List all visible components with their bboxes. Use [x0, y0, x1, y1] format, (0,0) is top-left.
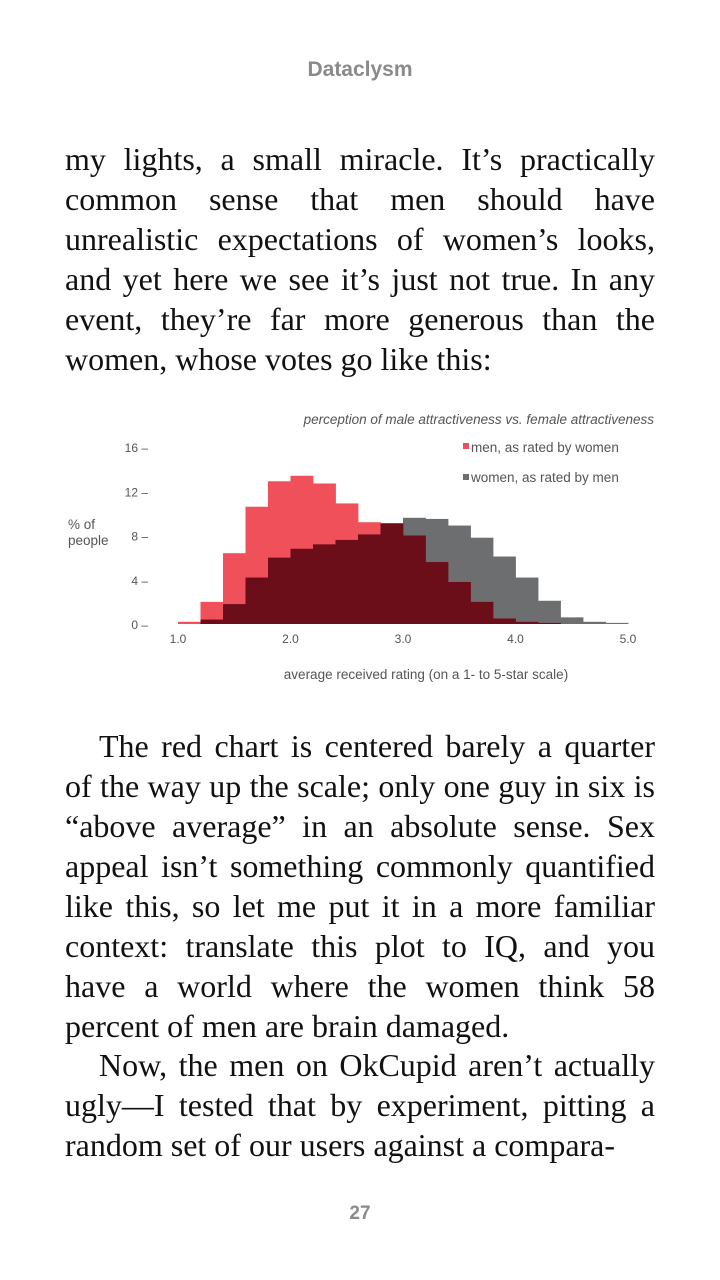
bar-overlap — [380, 523, 404, 624]
bar-women — [583, 621, 606, 624]
x-tick-label: 2.0 — [282, 632, 299, 646]
paragraph-3: Now, the men on OkCupid aren’t actually … — [65, 1047, 655, 1163]
bar-overlap — [313, 544, 336, 624]
bar-men — [200, 601, 224, 624]
bar-overlap — [515, 621, 539, 624]
bar-overlap — [290, 548, 314, 624]
y-axis-label-line1: % of — [68, 517, 95, 532]
bar-overlap — [538, 622, 561, 624]
y-tick-label: 12 – — [125, 485, 149, 499]
book-title: Dataclysm — [307, 58, 413, 81]
y-tick-label: 8 – — [131, 530, 148, 544]
bar-overlap — [403, 535, 426, 624]
paragraph-2: The red chart is centered barely a quart… — [65, 728, 655, 1044]
bar-overlap — [448, 581, 471, 624]
bar-women — [493, 556, 516, 624]
bar-women — [538, 600, 561, 624]
paragraph-1: my lights, a small miracle. It’s practic… — [65, 141, 655, 377]
x-tick-label: 1.0 — [170, 632, 187, 646]
legend-swatch-men — [463, 443, 469, 449]
chart-svg: perception of male attractiveness vs. fe… — [68, 412, 655, 682]
bar-men — [178, 621, 201, 624]
x-tick-label: 4.0 — [507, 632, 524, 646]
bar-women — [605, 622, 629, 624]
x-tick-label: 3.0 — [395, 632, 412, 646]
bar-overlap — [493, 618, 516, 624]
bar-overlap — [470, 601, 494, 624]
x-tick-label: 5.0 — [620, 632, 637, 646]
y-tick-label: 16 – — [125, 441, 149, 455]
bar-overlap — [425, 562, 449, 624]
y-axis-label-line2: people — [68, 533, 109, 548]
overlap-bars — [200, 523, 561, 624]
bar-overlap — [200, 619, 224, 624]
x-tick-labels: 1.0 2.0 3.0 4.0 5.0 — [170, 632, 637, 646]
bar-overlap — [335, 539, 359, 624]
legend-label-men: men, as rated by women — [471, 440, 619, 455]
page-number: 27 — [349, 1203, 371, 1224]
histogram-chart: perception of male attractiveness vs. fe… — [0, 400, 720, 700]
bar-overlap — [245, 577, 269, 624]
chart-title: perception of male attractiveness vs. fe… — [303, 412, 655, 427]
y-tick-label: 4 – — [131, 574, 148, 588]
bar-overlap — [268, 557, 291, 624]
legend-label-women: women, as rated by men — [470, 470, 619, 485]
y-tick-labels: 0 – 4 – 8 – 12 – 16 – — [125, 441, 149, 632]
bar-overlap — [223, 604, 246, 624]
bar-women — [560, 617, 584, 624]
bar-women — [515, 577, 539, 624]
y-tick-label: 0 – — [131, 618, 148, 632]
legend-swatch-women — [463, 474, 469, 480]
x-axis-label: average received rating (on a 1- to 5-st… — [284, 667, 568, 682]
bar-overlap — [358, 534, 381, 624]
